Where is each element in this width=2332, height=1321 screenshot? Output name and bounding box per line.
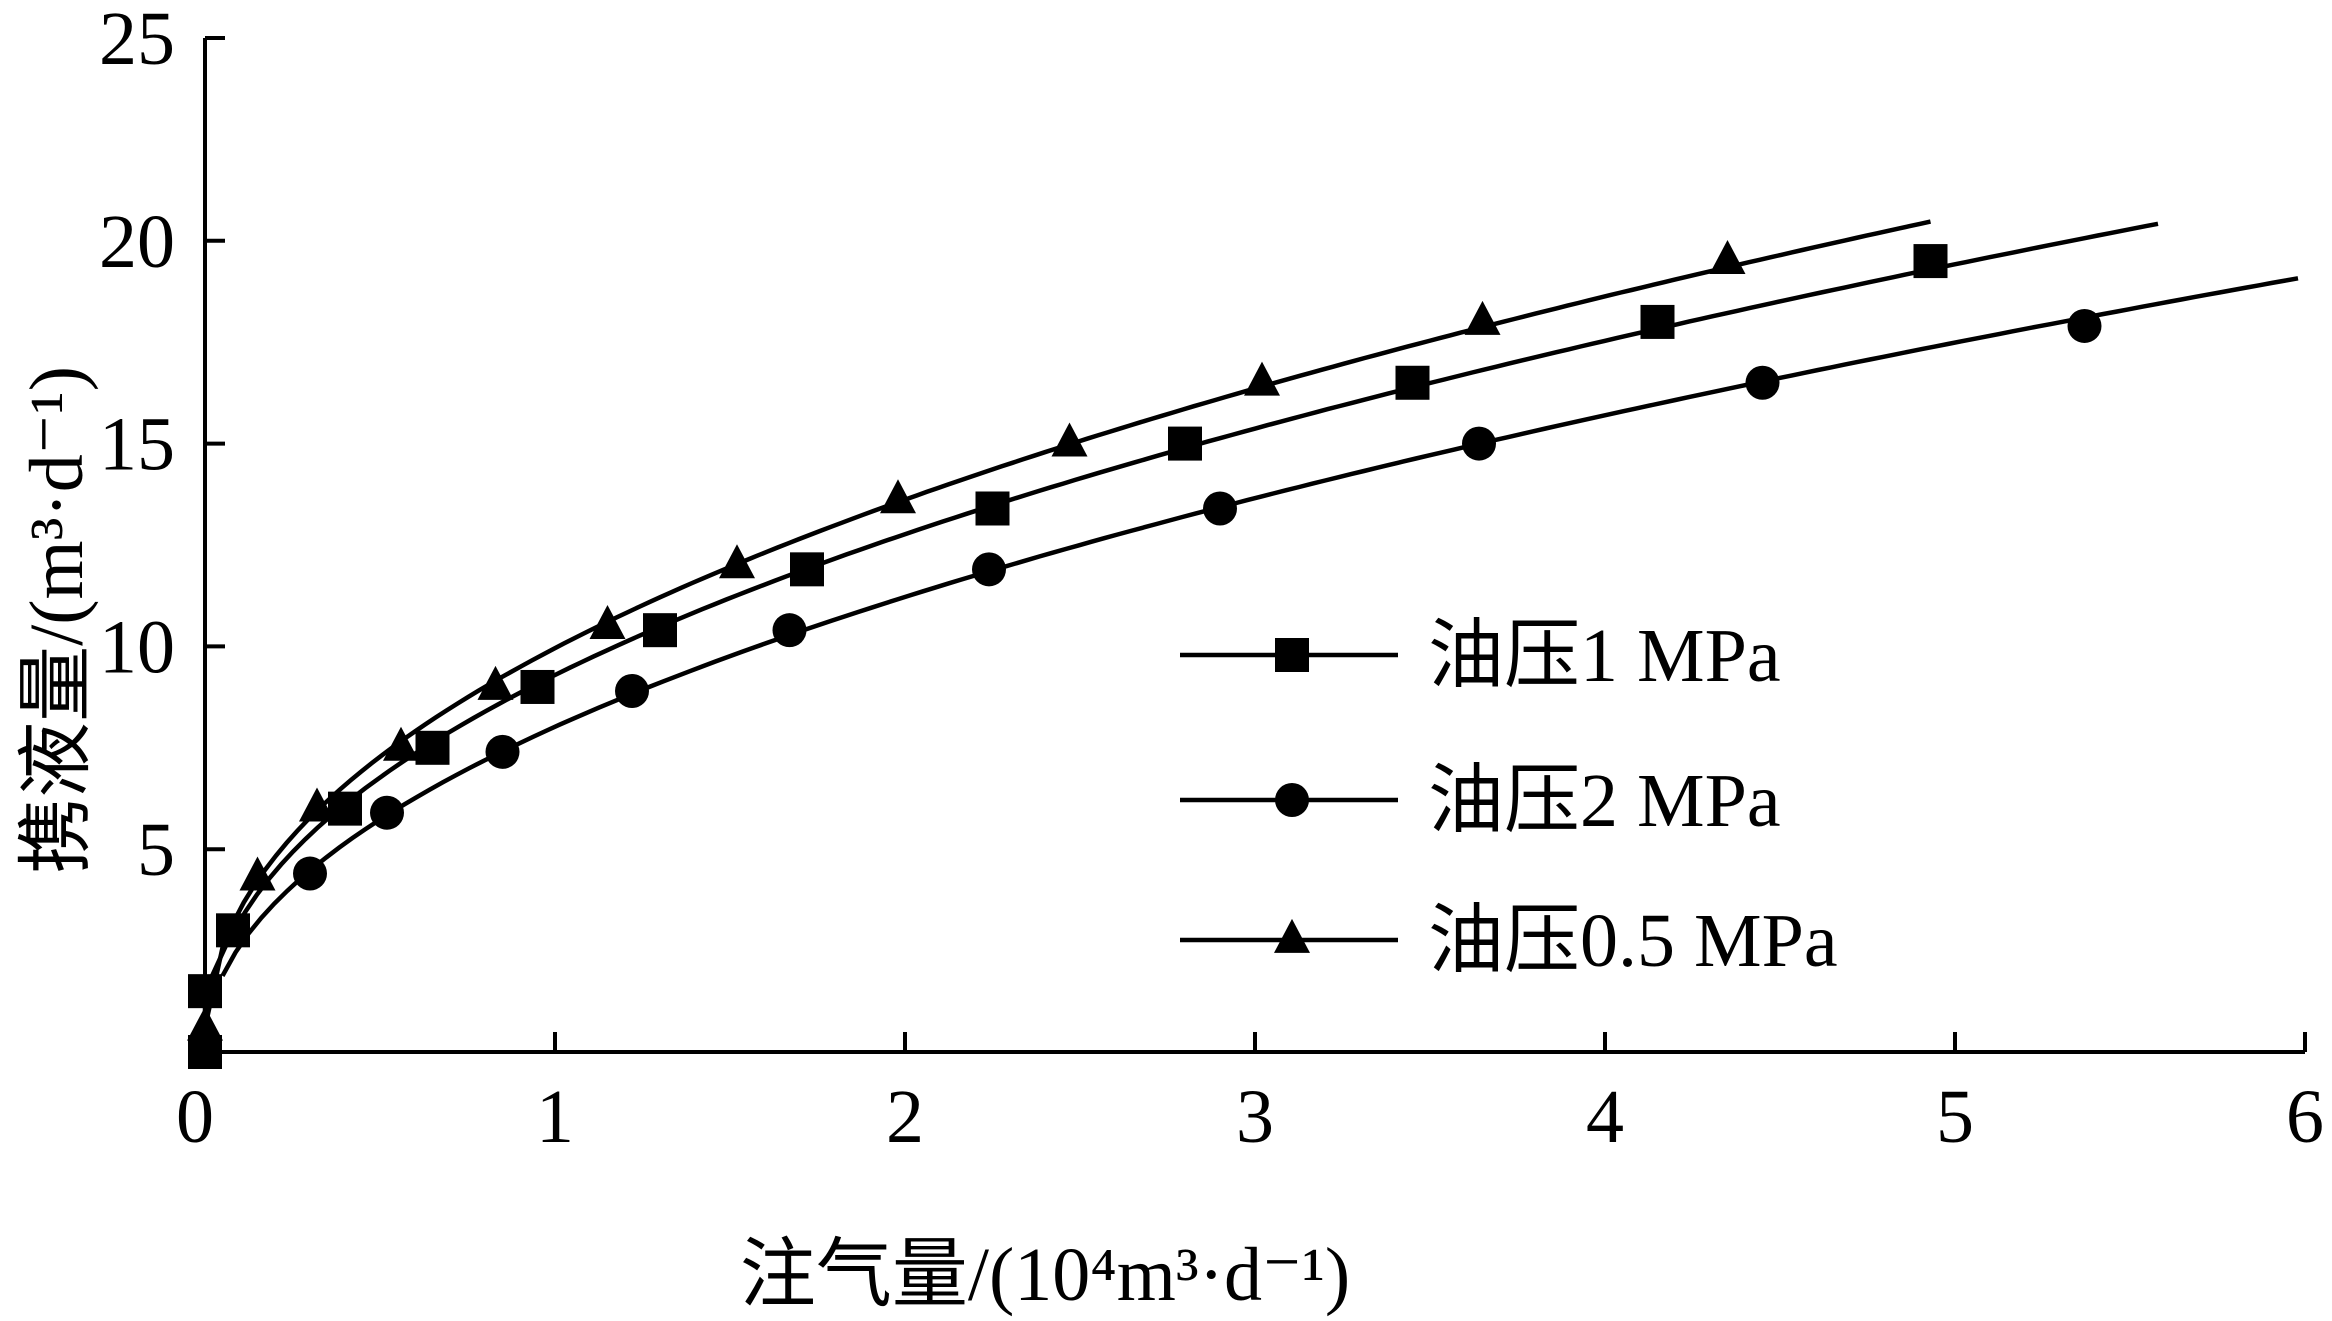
series-markers [187, 240, 2102, 1069]
data-point-triangle [719, 544, 755, 579]
data-point-triangle [477, 665, 514, 700]
data-point-square [1168, 426, 1202, 461]
legend: 油压1 MPa 油压2 MPa 油压0.5 MPa [1180, 614, 1838, 983]
data-point-square [520, 669, 555, 704]
legend-marker-square [1275, 638, 1309, 672]
data-point-circle [1745, 365, 1780, 400]
x-tick-label: 2 [886, 1075, 924, 1159]
data-point-circle [2067, 308, 2102, 343]
x-tick-label: 1 [536, 1075, 574, 1159]
data-point-square [1640, 304, 1675, 339]
data-point-circle [293, 856, 327, 891]
data-point-circle [1462, 426, 1496, 461]
data-point-square [216, 913, 250, 948]
axis-titles: 注气量/(10⁴m³·d⁻¹) 携液量/(m³·d⁻¹) [15, 366, 1350, 1317]
data-point-square [643, 613, 677, 648]
x-tick-label: 6 [2286, 1075, 2324, 1159]
data-point-square [415, 730, 450, 765]
data-point-triangle [880, 479, 916, 514]
data-point-circle [370, 795, 404, 830]
data-point-circle [772, 613, 807, 648]
y-axis-title: 携液量/(m³·d⁻¹) [15, 366, 99, 874]
data-point-circle [485, 734, 520, 769]
x-tick-label: 5 [1936, 1075, 1974, 1159]
data-point-triangle [1051, 422, 1088, 457]
data-point-triangle [239, 856, 276, 891]
legend-marker-triangle [1274, 918, 1310, 953]
y-tick-label: 25 [99, 0, 175, 81]
legend-label: 油压2 MPa [1428, 759, 1781, 843]
data-point-triangle [1709, 240, 1746, 274]
data-point-square [975, 491, 1010, 526]
y-tick-label: 15 [99, 403, 175, 487]
series-line-1 [220, 276, 2299, 977]
data-point-square [188, 1035, 222, 1069]
data-point-square [1395, 365, 1430, 400]
x-axis-title: 注气量/(10⁴m³·d⁻¹) [740, 1233, 1350, 1317]
data-point-triangle [589, 605, 626, 640]
data-point-square [790, 552, 824, 587]
data-point-square [188, 974, 222, 1009]
data-point-circle [972, 552, 1006, 587]
y-tick-label: 5 [137, 808, 175, 892]
data-point-triangle [187, 1006, 223, 1041]
series-line-0 [202, 221, 2159, 1052]
y-tick-label: 20 [99, 200, 175, 284]
series-curves [202, 219, 2299, 1052]
x-tick-label: 0 [176, 1075, 214, 1159]
data-point-triangle [383, 726, 419, 761]
data-point-square [1913, 244, 1948, 279]
x-tick-label: 3 [1236, 1075, 1274, 1159]
x-tick-label: 4 [1586, 1075, 1624, 1159]
data-point-circle [1203, 491, 1237, 526]
legend-marker-circle [1275, 783, 1309, 817]
legend-label: 油压1 MPa [1428, 614, 1781, 698]
axes: 0 1 2 3 4 5 6 5 10 15 20 25 [99, 0, 2324, 1159]
data-point-triangle [1244, 361, 1280, 396]
data-point-circle [615, 674, 649, 709]
data-point-triangle [299, 787, 335, 822]
legend-label: 油压0.5 MPa [1428, 899, 1838, 983]
y-tick-label: 10 [99, 605, 175, 689]
data-point-triangle [1464, 300, 1501, 335]
